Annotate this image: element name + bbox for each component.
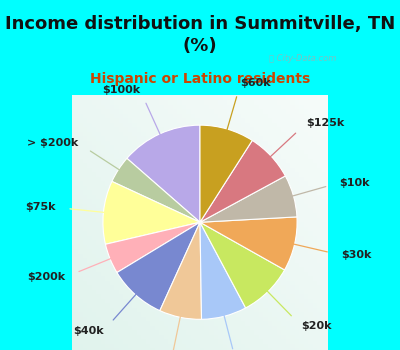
- Text: Income distribution in Summitville, TN
(%): Income distribution in Summitville, TN (…: [5, 15, 395, 55]
- Text: $60k: $60k: [241, 78, 271, 88]
- Wedge shape: [103, 181, 200, 244]
- Text: $30k: $30k: [341, 250, 372, 260]
- Wedge shape: [200, 176, 297, 222]
- Wedge shape: [200, 217, 297, 270]
- Wedge shape: [112, 158, 200, 222]
- Text: ⓘ City-Data.com: ⓘ City-Data.com: [270, 54, 337, 63]
- Wedge shape: [200, 125, 252, 222]
- Text: $125k: $125k: [306, 118, 344, 128]
- Text: Hispanic or Latino residents: Hispanic or Latino residents: [90, 72, 310, 86]
- Text: $200k: $200k: [28, 272, 66, 282]
- Wedge shape: [160, 222, 202, 319]
- Wedge shape: [200, 140, 285, 222]
- Text: $10k: $10k: [340, 178, 370, 188]
- Text: $75k: $75k: [25, 202, 56, 212]
- Text: $100k: $100k: [102, 85, 140, 95]
- Text: $40k: $40k: [73, 326, 104, 336]
- Wedge shape: [106, 222, 200, 273]
- Text: $20k: $20k: [301, 321, 332, 331]
- Wedge shape: [200, 222, 246, 319]
- Wedge shape: [127, 125, 200, 222]
- Text: > $200k: > $200k: [27, 138, 78, 148]
- Wedge shape: [117, 222, 200, 311]
- Wedge shape: [200, 222, 284, 308]
